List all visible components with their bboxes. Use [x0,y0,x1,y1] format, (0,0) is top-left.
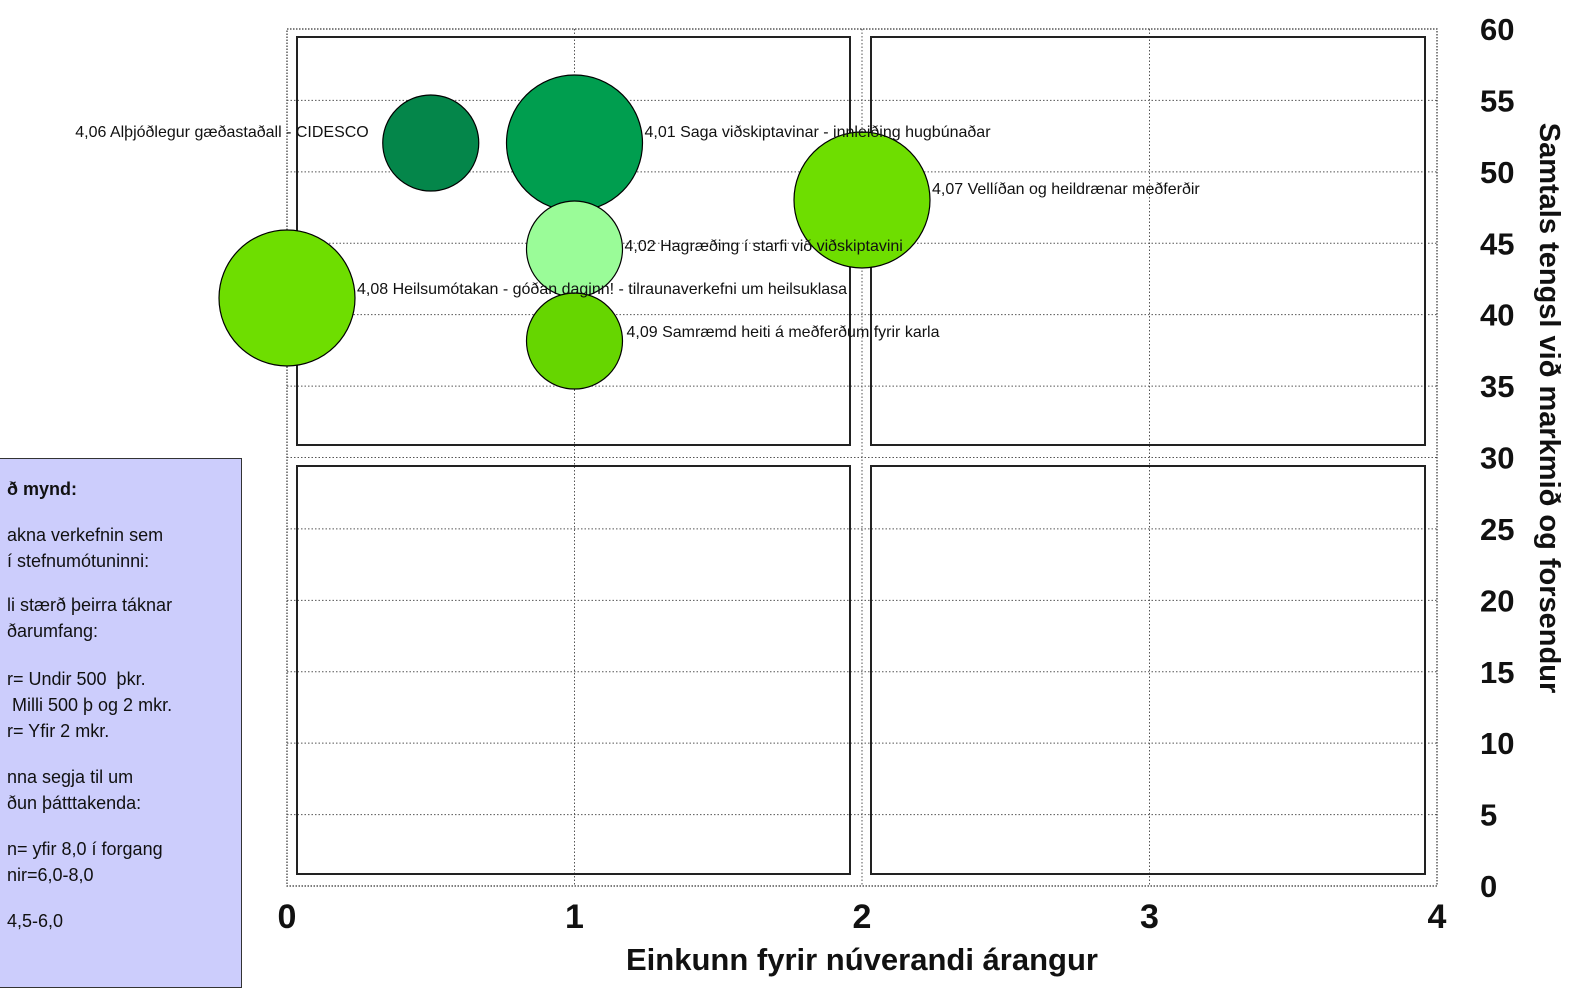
grid-layer [286,28,1438,887]
legend-text: Milli 500 þ og 2 mkr. [7,695,173,715]
y-tick-label: 45 [1480,226,1514,261]
x-axis-label: Einkunn fyrir núverandi árangur [626,942,1098,977]
bubble-label: 4,06 Alþjóðlegur gæðastaðall - CIDESCO [75,124,369,141]
y-axis-label: Samtals tengsl við markmið og forsendur [1533,123,1565,693]
y-tick-label: 15 [1480,655,1514,690]
y-tick-label: 50 [1480,155,1514,190]
bubble-point [218,229,356,367]
bubble-layer [218,74,931,390]
y-tick-label: 40 [1480,298,1514,333]
y-tick-label: 55 [1480,83,1514,118]
legend-text: n= yfir 8,0 í forgang [7,839,163,859]
bubble-point [382,94,480,192]
y-tick-label: 10 [1480,726,1514,761]
legend-text: í stefnumótuninni: [7,551,150,571]
x-tick-label: 3 [1140,898,1159,936]
x-tick-label: 1 [565,898,584,936]
bubble-point [525,292,624,390]
y-tick-label: 25 [1480,512,1514,547]
quadrant-box [870,36,1426,446]
label-layer: 4,06 Alþjóðlegur gæðastaðall - CIDESCO 4,… [75,124,1200,341]
y-tick-label: 0 [1480,869,1497,904]
legend-title: ð mynd: [7,479,77,499]
bubble-label: 4,01 Saga viðskiptavinar - innleiðing hu… [645,124,992,141]
legend-text: 4,5-6,0 [7,911,64,931]
bubble-label: 4,07 Vellíðan og heildrænar meðferðir [932,181,1200,198]
bubble-label: 4,08 Heilsumótakan - góðan daginn! - til… [357,281,847,298]
legend-text: akna verkefnin sem [7,525,164,545]
legend-text: r= Yfir 2 mkr. [7,721,110,741]
legend-text: ðun þátttakenda: [7,793,142,813]
y-tick-label: 20 [1480,583,1514,618]
x-tick-label: 0 [278,898,297,936]
y-tick-label: 35 [1480,369,1514,404]
bubble-point [793,131,931,269]
legend-text: ðarumfang: [7,621,99,641]
x-tick-label: 2 [853,898,872,936]
legend-text: r= Undir 500 þkr. [7,669,146,689]
y-tick-label: 5 [1480,798,1497,833]
quadrant-box [870,465,1426,875]
bubble-label: 4,02 Hagræðing í starfi við viðskiptavin… [625,238,903,255]
bubble-label: 4,09 Samræmd heiti á meðferðum fyrir kar… [627,324,940,341]
legend-text: nir=6,0-8,0 [7,865,94,885]
bubble-point [505,74,644,212]
legend-text: nna segja til um [7,767,134,787]
y-tick-label: 30 [1480,441,1514,476]
legend-box: ð mynd: akna verkefnin sem í stefnumótun… [0,458,242,988]
x-tick-label: 4 [1428,898,1447,936]
quadrant-box [296,465,851,875]
y-tick-label: 60 [1480,12,1514,47]
legend-text: li stærð þeirra táknar [7,595,173,615]
